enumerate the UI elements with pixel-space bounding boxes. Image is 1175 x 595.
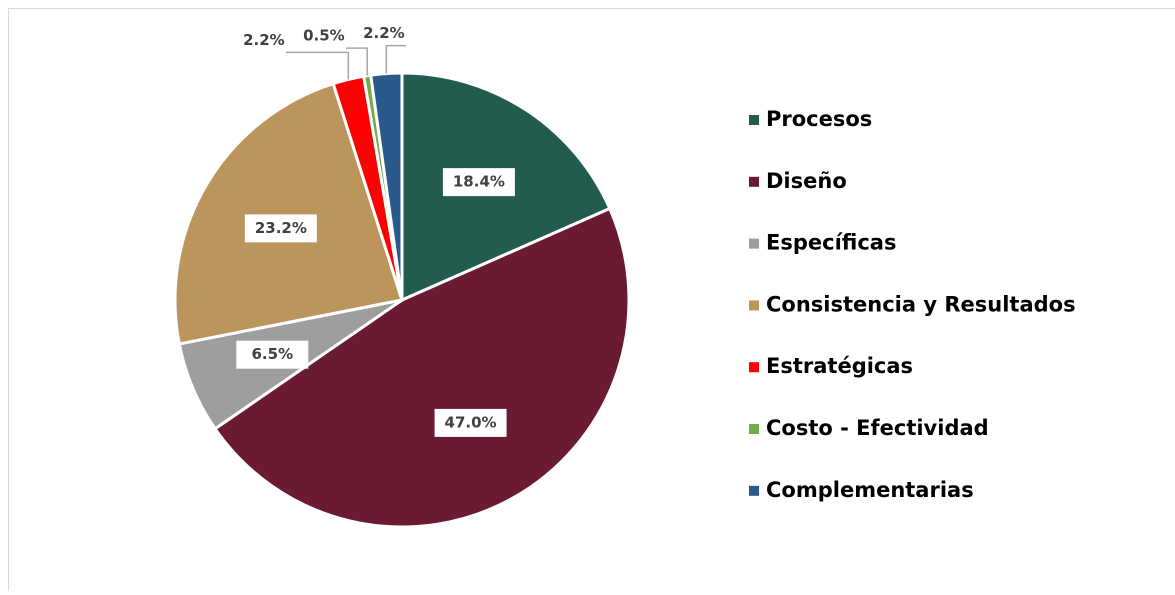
data-label: 2.2% — [243, 31, 285, 49]
data-label: 23.2% — [255, 219, 307, 237]
leader-line — [286, 52, 348, 79]
leader-line — [386, 46, 406, 74]
legend-swatch — [749, 486, 759, 496]
legend-swatch — [749, 300, 759, 310]
legend-label: Costo - Efectividad — [766, 416, 989, 440]
legend-swatch — [749, 362, 759, 372]
data-label: 18.4% — [453, 173, 505, 191]
legend-swatch — [749, 177, 759, 187]
data-label: 6.5% — [252, 345, 294, 363]
legend-swatch — [749, 239, 759, 249]
legend-swatch — [749, 424, 759, 434]
data-label: 0.5% — [303, 27, 345, 45]
data-label: 47.0% — [445, 413, 497, 431]
leader-line — [346, 48, 367, 76]
legend-label: Consistencia y Resultados — [766, 292, 1076, 316]
legend-label: Específicas — [766, 231, 896, 255]
legend-label: Diseño — [766, 169, 847, 193]
legend-label: Procesos — [766, 107, 872, 131]
data-label: 2.2% — [363, 24, 405, 42]
legend-label: Estratégicas — [766, 354, 913, 378]
legend-label: Complementarias — [766, 478, 974, 502]
legend-swatch — [749, 115, 759, 125]
